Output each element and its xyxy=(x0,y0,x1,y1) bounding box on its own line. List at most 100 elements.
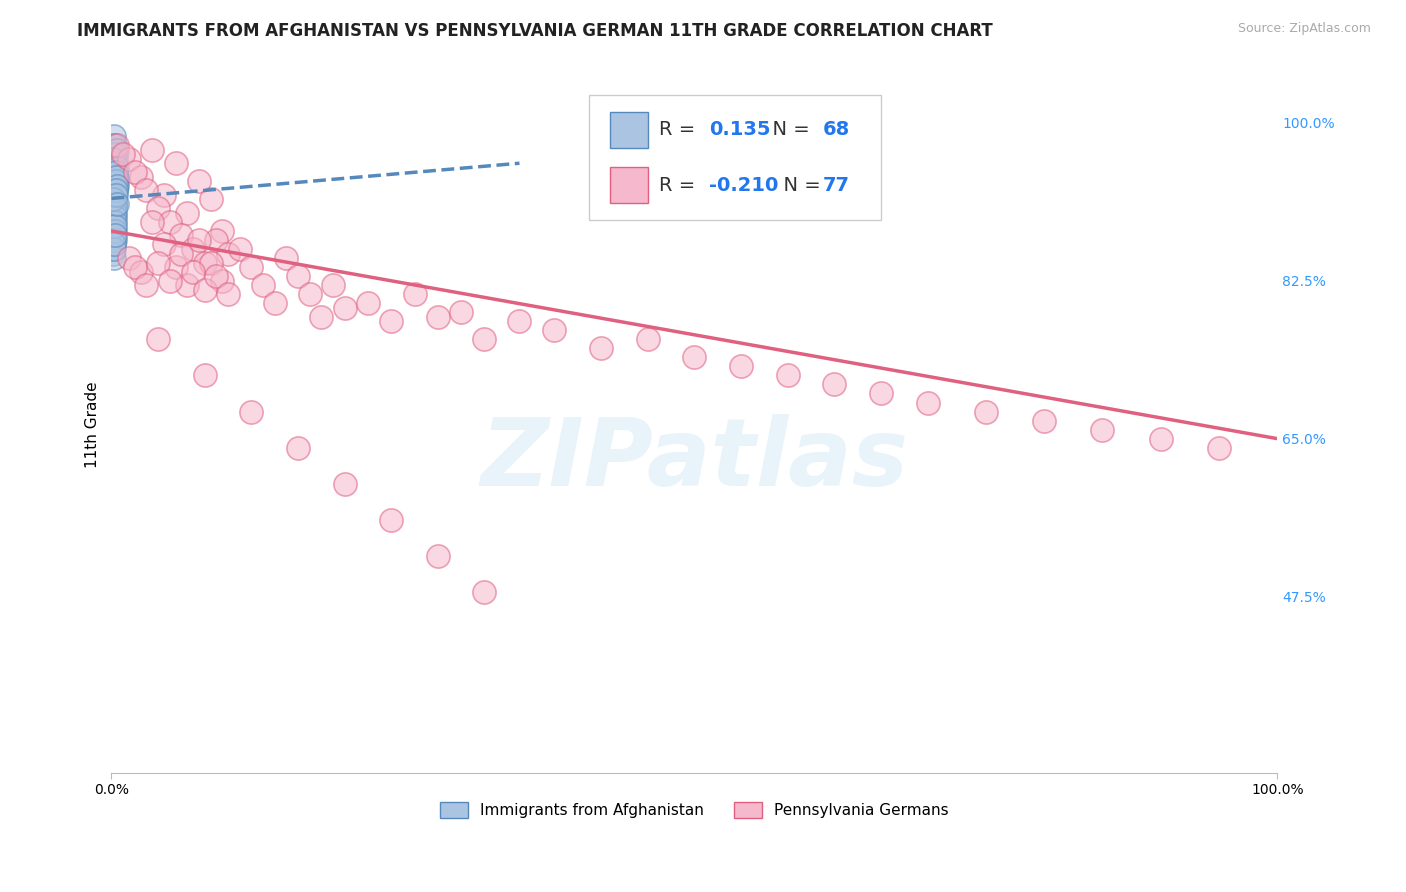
Point xyxy=(103,219,125,234)
Point xyxy=(200,192,222,206)
Text: R =: R = xyxy=(659,120,702,139)
Point xyxy=(194,283,217,297)
Point xyxy=(194,368,217,383)
Point xyxy=(101,138,124,153)
Point xyxy=(176,206,198,220)
Point xyxy=(426,310,449,324)
Point xyxy=(333,301,356,315)
Point xyxy=(637,332,659,346)
Point xyxy=(211,274,233,288)
Point xyxy=(146,332,169,346)
Point xyxy=(176,278,198,293)
Point xyxy=(104,174,127,188)
Point xyxy=(103,224,125,238)
Point xyxy=(104,197,127,211)
Point xyxy=(1150,432,1173,446)
Point xyxy=(357,296,380,310)
Point xyxy=(103,161,125,175)
Point xyxy=(103,211,125,225)
Point xyxy=(103,237,125,252)
Point xyxy=(101,192,124,206)
Point xyxy=(105,169,128,184)
Point xyxy=(104,138,127,153)
Point xyxy=(917,395,939,409)
Text: -0.210: -0.210 xyxy=(710,176,779,194)
Point xyxy=(730,359,752,374)
Point xyxy=(103,206,125,220)
Point xyxy=(205,233,228,247)
Point xyxy=(101,246,124,260)
Point xyxy=(1091,423,1114,437)
Point xyxy=(101,152,124,166)
Point xyxy=(101,233,124,247)
Point xyxy=(104,197,127,211)
Point xyxy=(146,255,169,269)
Point xyxy=(333,476,356,491)
Y-axis label: 11th Grade: 11th Grade xyxy=(86,382,100,468)
Point xyxy=(104,211,127,225)
Point xyxy=(181,264,204,278)
Point xyxy=(170,228,193,243)
Point xyxy=(105,161,128,175)
Point xyxy=(104,187,127,202)
Text: IMMIGRANTS FROM AFGHANISTAN VS PENNSYLVANIA GERMAN 11TH GRADE CORRELATION CHART: IMMIGRANTS FROM AFGHANISTAN VS PENNSYLVA… xyxy=(77,22,993,40)
Point xyxy=(228,242,250,256)
Point xyxy=(103,183,125,197)
Point xyxy=(103,219,125,234)
Point xyxy=(124,260,146,274)
Point xyxy=(129,264,152,278)
Point xyxy=(187,174,209,188)
Point xyxy=(205,269,228,284)
Point xyxy=(118,152,141,166)
Point xyxy=(105,138,128,153)
Point xyxy=(104,228,127,243)
Point xyxy=(974,404,997,418)
Point xyxy=(240,404,263,418)
Point xyxy=(141,215,163,229)
Point xyxy=(508,314,530,328)
Point xyxy=(181,242,204,256)
Text: 68: 68 xyxy=(823,120,849,139)
Point xyxy=(101,174,124,188)
Point xyxy=(105,183,128,197)
Point xyxy=(404,287,426,301)
Text: N =: N = xyxy=(759,120,815,139)
Point xyxy=(103,237,125,252)
Point xyxy=(474,585,496,599)
FancyBboxPatch shape xyxy=(610,112,648,148)
Point xyxy=(105,169,128,184)
Point xyxy=(217,287,239,301)
Point xyxy=(776,368,799,383)
Point xyxy=(135,183,157,197)
Point xyxy=(194,255,217,269)
Point xyxy=(101,161,124,175)
Point xyxy=(159,274,181,288)
Point xyxy=(683,351,706,365)
Point xyxy=(1208,441,1230,455)
Point xyxy=(103,202,125,216)
Point xyxy=(103,242,125,256)
Point xyxy=(104,233,127,247)
Point xyxy=(276,251,298,265)
Point xyxy=(146,202,169,216)
Point xyxy=(112,147,135,161)
Point xyxy=(105,152,128,166)
Point xyxy=(104,197,127,211)
Point xyxy=(118,251,141,265)
Text: 77: 77 xyxy=(823,176,849,194)
Point xyxy=(153,237,176,252)
Point xyxy=(474,332,496,346)
Point xyxy=(124,165,146,179)
Point xyxy=(380,513,402,527)
Point xyxy=(105,178,128,193)
Text: 0.135: 0.135 xyxy=(710,120,770,139)
Point xyxy=(165,156,187,170)
Point xyxy=(103,156,125,170)
Point xyxy=(287,441,309,455)
Point xyxy=(105,187,128,202)
Text: Source: ZipAtlas.com: Source: ZipAtlas.com xyxy=(1237,22,1371,36)
Point xyxy=(101,192,124,206)
Point xyxy=(105,165,128,179)
Point xyxy=(187,233,209,247)
Point xyxy=(141,143,163,157)
